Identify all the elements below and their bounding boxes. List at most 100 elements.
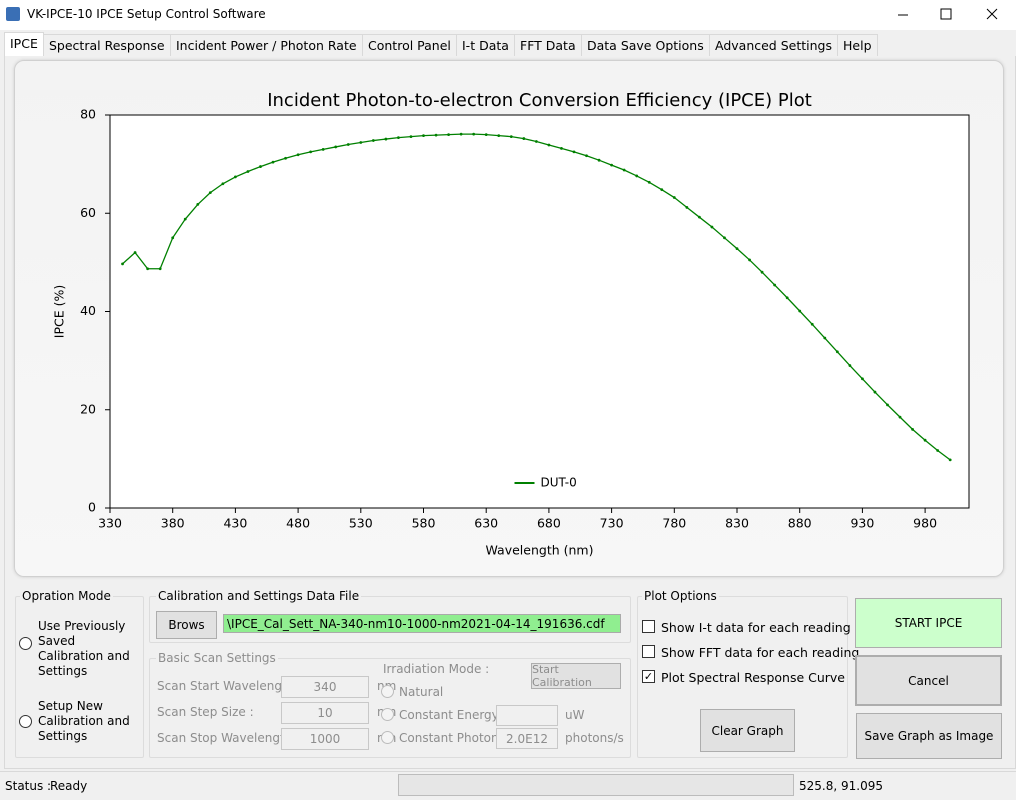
checkbox-label: Show FFT data for each reading	[661, 645, 860, 660]
data-point	[560, 147, 563, 150]
data-point	[346, 143, 350, 146]
save-graph-button[interactable]: Save Graph as Image	[856, 713, 1002, 759]
group-title: Plot Options	[642, 589, 719, 603]
field-input[interactable]: 1000	[281, 728, 369, 750]
y-axis-label: IPCE (%)	[52, 285, 67, 338]
clear-graph-button[interactable]: Clear Graph	[700, 709, 795, 752]
tab[interactable]: FFT Data	[514, 34, 582, 56]
status-bar: Status : Ready 525.8, 91.095	[0, 771, 1016, 800]
tab[interactable]: I-t Data	[456, 34, 515, 56]
radio[interactable]	[381, 731, 394, 744]
data-point	[585, 154, 588, 158]
y-tick-label: 20	[80, 401, 96, 416]
data-point	[810, 322, 814, 326]
radio-label: Setup New Calibration and Settings	[38, 699, 130, 743]
y-tick-label: 80	[80, 107, 96, 122]
tab[interactable]: Data Save Options	[581, 34, 710, 56]
data-point	[534, 140, 538, 143]
checkbox[interactable]: ✓	[642, 670, 655, 683]
data-point	[359, 141, 363, 144]
tab[interactable]: Spectral Response	[43, 34, 171, 56]
field-input[interactable]: 340	[281, 676, 369, 698]
tab[interactable]: Advanced Settings	[709, 34, 838, 56]
checkbox[interactable]	[642, 620, 655, 633]
data-point	[409, 135, 413, 139]
data-point	[936, 449, 940, 452]
maximize[interactable]	[940, 8, 952, 20]
data-point	[309, 150, 313, 154]
field-input[interactable]: 10	[281, 702, 369, 724]
data-point	[497, 134, 501, 138]
data-point	[183, 217, 187, 221]
file-path-input[interactable]: \IPCE_Cal_Sett_NA-340-nm10-1000-nm2021-0…	[223, 614, 621, 633]
group-title: Basic Scan Settings	[156, 651, 278, 665]
data-point	[484, 133, 488, 137]
legend-label: DUT-0	[541, 476, 577, 490]
x-tick-label: 380	[161, 516, 185, 531]
data-point	[321, 147, 325, 151]
data-point	[384, 137, 388, 141]
group-title: Calibration and Settings Data File	[156, 589, 362, 603]
data-point	[685, 205, 689, 209]
data-point	[798, 309, 802, 313]
mode-input[interactable]: 2.0E12	[496, 728, 558, 749]
tab[interactable]: Help	[837, 34, 878, 56]
tab[interactable]: IPCE	[4, 32, 44, 57]
data-point	[434, 133, 438, 137]
data-point	[296, 153, 300, 157]
x-tick-label: 580	[412, 516, 436, 531]
radio[interactable]	[381, 685, 394, 698]
cancel-button[interactable]: Cancel	[855, 655, 1002, 706]
data-point	[334, 145, 338, 149]
data-point	[259, 165, 262, 168]
data-point	[171, 236, 175, 240]
radio[interactable]	[19, 715, 32, 728]
data-point	[196, 203, 200, 206]
mode-input[interactable]	[496, 705, 558, 726]
data-point	[284, 156, 287, 160]
data-point	[748, 258, 751, 262]
checkbox[interactable]	[642, 645, 655, 658]
mode-label: Constant Photon :	[399, 731, 507, 745]
mode-unit: uW	[565, 708, 585, 722]
data-point	[121, 262, 124, 266]
data-point	[208, 191, 212, 195]
x-tick-label: 330	[98, 516, 122, 531]
data-point	[509, 135, 513, 139]
x-tick-label: 730	[600, 516, 624, 531]
data-point	[672, 196, 676, 199]
data-point	[911, 428, 914, 431]
y-tick-label: 0	[88, 500, 96, 515]
window-controls[interactable]	[880, 0, 1016, 30]
start-button[interactable]: START IPCE	[855, 598, 1002, 648]
tab[interactable]: Control Panel	[362, 34, 457, 56]
data-point	[221, 182, 225, 186]
radio-label: Use Previously Saved Calibration and Set…	[38, 619, 130, 678]
browse-button[interactable]: Brows	[156, 611, 217, 639]
data-point	[848, 364, 852, 367]
checkbox-label: Plot Spectral Response Curve	[661, 670, 845, 685]
start-calibration-button[interactable]: Start Calibration	[531, 663, 621, 689]
data-point	[547, 143, 551, 147]
radio[interactable]	[19, 637, 32, 650]
data-point	[146, 267, 150, 271]
data-point	[234, 175, 237, 179]
data-point	[835, 350, 839, 354]
data-point	[647, 180, 651, 184]
data-point	[697, 215, 701, 219]
mode-label: Natural	[399, 685, 444, 699]
data-point	[760, 270, 764, 274]
data-point	[773, 283, 777, 287]
chart: Incident Photon-to-electron Conversion E…	[52, 90, 970, 558]
close[interactable]	[986, 8, 998, 20]
progress-bar	[398, 774, 794, 796]
mode-label: Constant Energy :	[399, 708, 507, 722]
mode-unit: photons/s	[565, 731, 624, 745]
data-point	[735, 247, 739, 251]
radio[interactable]	[381, 708, 394, 721]
data-point	[597, 158, 601, 162]
data-point	[861, 377, 864, 381]
x-tick-label: 630	[474, 516, 498, 531]
x-tick-label: 980	[913, 516, 937, 531]
